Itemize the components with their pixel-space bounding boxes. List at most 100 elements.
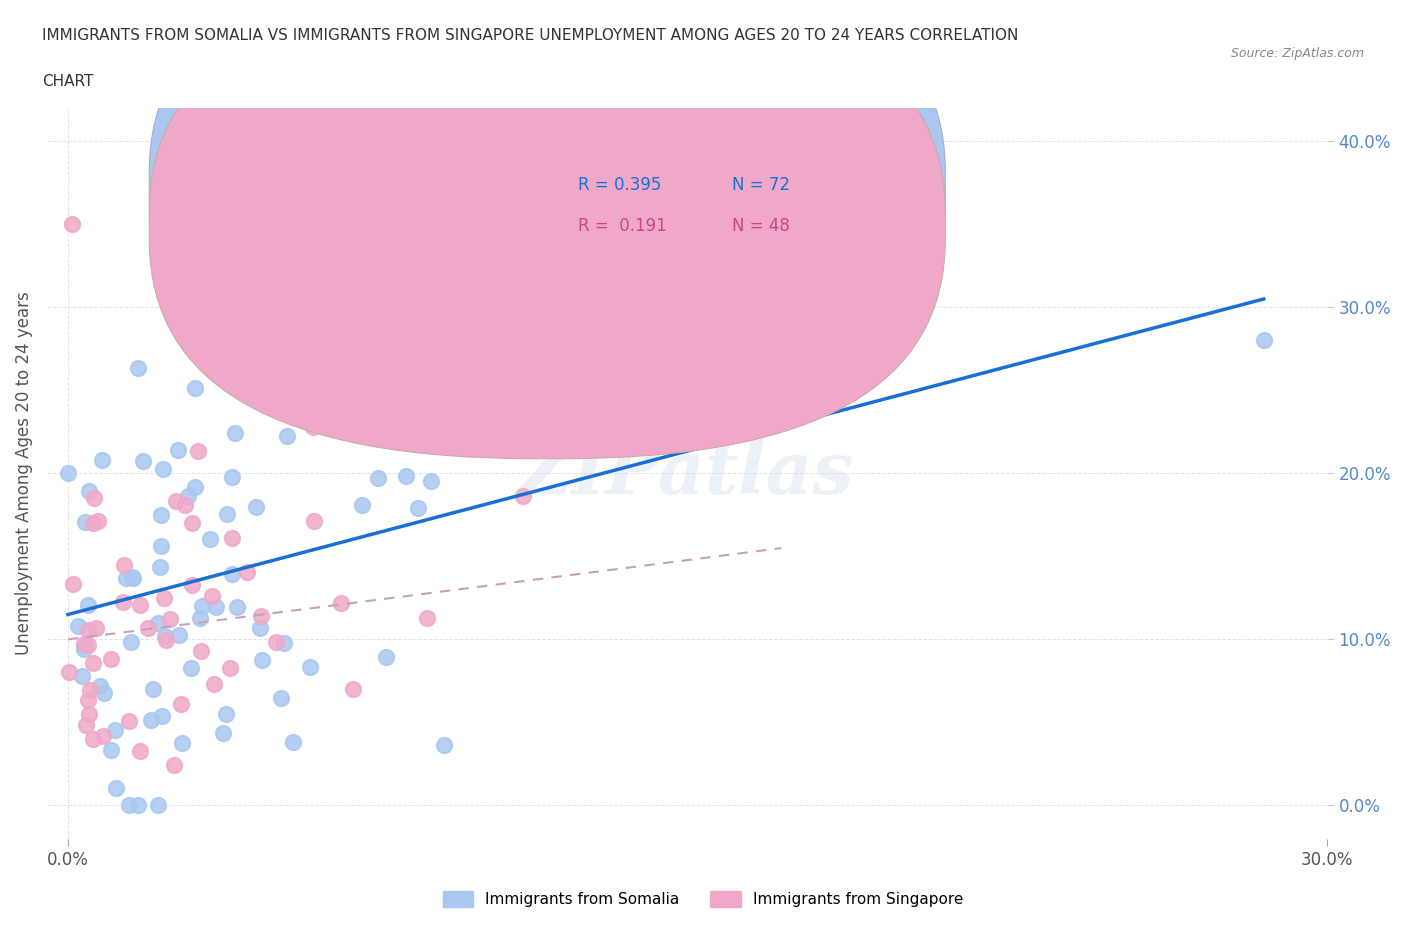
Point (127, 798, 149, 813)
Text: R =  0.191: R = 0.191 (578, 217, 666, 234)
Point (84, 620, 107, 635)
Point (720, 378, 742, 392)
Point (90, 452, 112, 467)
Point (153, 629, 176, 644)
Point (82, 516, 104, 531)
Point (167, 628, 190, 643)
Point (249, 608, 271, 623)
Point (329, 183, 352, 198)
Point (202, 677, 225, 692)
Point (87, 513, 110, 528)
Point (132, 454, 155, 469)
Point (270, 690, 292, 705)
Point (212, 725, 235, 740)
Point (153, 591, 176, 605)
Point (541, 396, 564, 411)
Point (76, 693, 98, 708)
Point (221, 531, 243, 546)
Point (115, 571, 138, 586)
FancyBboxPatch shape (149, 0, 945, 418)
Point (215, 706, 238, 721)
Text: N = 48: N = 48 (731, 217, 789, 234)
Point (79, 683, 101, 698)
Point (221, 566, 243, 581)
Point (148, 616, 170, 631)
Point (73, 636, 96, 651)
Point (184, 480, 207, 495)
Point (104, 723, 127, 737)
Point (173, 274, 195, 289)
Point (82, 656, 104, 671)
Point (79, 484, 101, 498)
Point (77, 623, 100, 638)
Point (118, 713, 141, 728)
Point (56, 466, 79, 481)
Text: IMMIGRANTS FROM SOMALIA VS IMMIGRANTS FROM SINGAPORE UNEMPLOYMENT AMONG AGES 20 : IMMIGRANTS FROM SOMALIA VS IMMIGRANTS FR… (42, 28, 1018, 43)
Point (91, 729, 114, 744)
Point (73, 514, 96, 529)
Point (416, 611, 439, 626)
Point (367, 470, 389, 485)
Point (141, 712, 163, 727)
Point (76, 637, 98, 652)
Point (122, 571, 145, 586)
Point (163, 758, 186, 773)
Point (250, 653, 273, 668)
Point (121, 569, 143, 584)
Y-axis label: Unemployment Among Ages 20 to 24 years: Unemployment Among Ages 20 to 24 years (15, 291, 32, 656)
Point (136, 620, 159, 635)
Point (249, 620, 271, 635)
Point (188, 611, 211, 626)
Point (342, 682, 364, 697)
Point (146, 798, 169, 813)
Point (167, 443, 190, 458)
Point (75, 718, 97, 733)
Point (217, 507, 239, 522)
Point (181, 515, 204, 530)
Point (394, 469, 416, 484)
Point (406, 500, 429, 515)
Point (329, 595, 352, 610)
Point (73, 642, 96, 657)
Point (82, 732, 104, 747)
Point (112, 594, 135, 609)
Text: R = 0.395: R = 0.395 (578, 177, 661, 194)
Point (221, 470, 243, 485)
Point (152, 708, 174, 723)
Point (191, 599, 214, 614)
Point (128, 598, 150, 613)
Point (62, 577, 84, 591)
Point (180, 660, 202, 675)
Point (271, 308, 294, 323)
Point (173, 498, 195, 512)
Point (200, 589, 222, 604)
Point (200, 532, 222, 547)
Point (302, 513, 325, 528)
Point (180, 578, 202, 592)
Text: N = 72: N = 72 (731, 177, 790, 194)
Text: Source: ZipAtlas.com: Source: ZipAtlas.com (1230, 46, 1364, 60)
Point (768, 275, 790, 290)
Point (60, 217, 83, 232)
Point (150, 538, 173, 553)
Point (120, 634, 142, 649)
Point (512, 488, 534, 503)
Point (190, 644, 212, 658)
Point (159, 612, 181, 627)
Point (89, 679, 111, 694)
Point (127, 361, 149, 376)
Point (245, 499, 267, 514)
Legend: Immigrants from Somalia, Immigrants from Singapore: Immigrants from Somalia, Immigrants from… (436, 884, 970, 913)
Point (155, 633, 177, 648)
Point (152, 462, 174, 477)
Point (264, 634, 287, 649)
Point (150, 508, 173, 523)
Point (301, 420, 323, 435)
Point (242, 371, 264, 386)
Point (172, 736, 194, 751)
Point (184, 380, 207, 395)
Point (374, 649, 396, 664)
Point (100, 651, 122, 666)
Point (205, 600, 228, 615)
Point (350, 498, 373, 512)
